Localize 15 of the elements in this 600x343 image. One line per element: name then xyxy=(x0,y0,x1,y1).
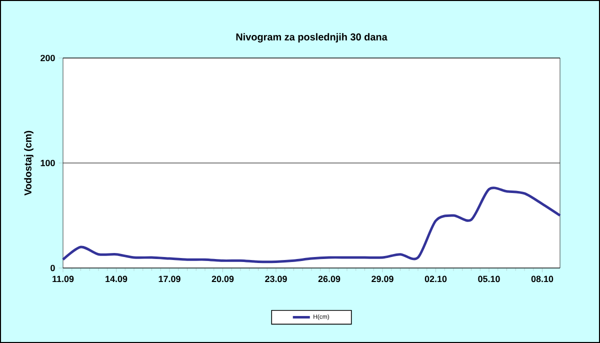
x-tick-label: 11.09 xyxy=(52,276,74,282)
x-tick-label: 23.09 xyxy=(265,276,287,282)
x-tick-label: 02.10 xyxy=(424,276,447,282)
x-tick-label: 14.09 xyxy=(106,276,128,282)
y-tick-label: 0 xyxy=(50,264,55,272)
x-tick-label: 29.09 xyxy=(372,276,394,282)
y-tick-label: 100 xyxy=(40,160,55,166)
x-tick-label: 08.10 xyxy=(531,276,554,282)
x-tick-label: 17.09 xyxy=(158,276,180,282)
y-axis-title: Vodostaj (cm) xyxy=(24,130,34,196)
x-tick-label: 05.10 xyxy=(478,276,500,282)
y-tick-label: 200 xyxy=(40,54,55,62)
chart-title: Nivogram za poslednjih 30 dana xyxy=(236,33,388,42)
x-tick-label: 20.09 xyxy=(212,276,234,282)
x-tick-label: 26.09 xyxy=(318,276,340,282)
